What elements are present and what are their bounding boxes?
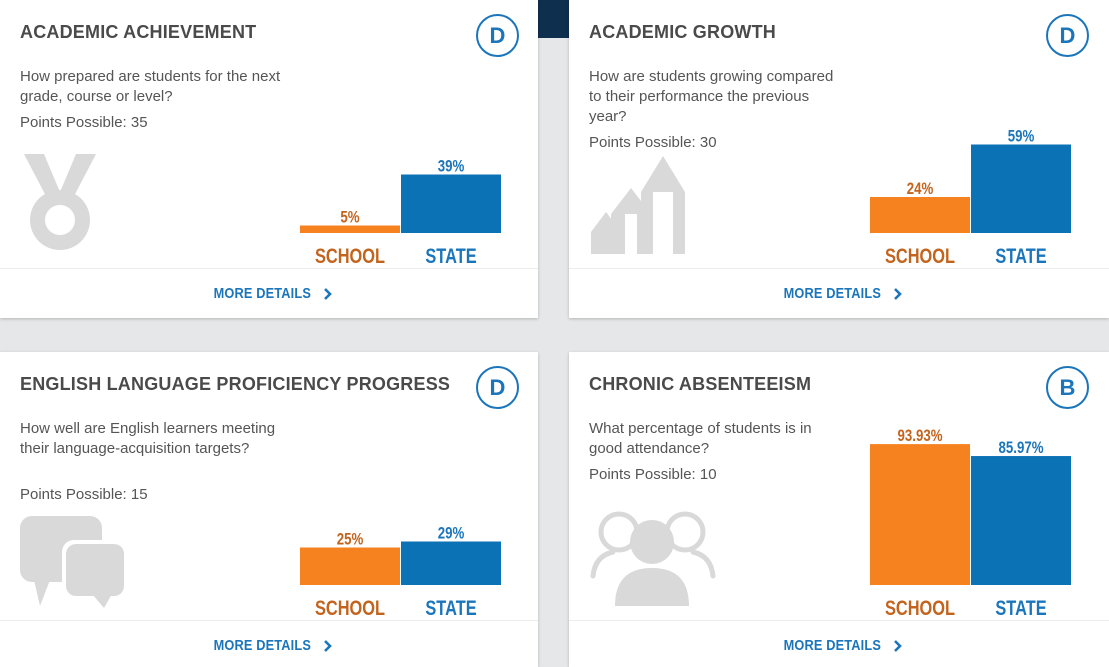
bar-chart-svg: 25% SCHOOL 29% STATE — [300, 524, 501, 619]
chevron-right-icon — [324, 287, 333, 300]
bar-chart: 24% SCHOOL 59% STATE — [870, 68, 1072, 270]
state-bar — [971, 456, 1071, 585]
bar-chart: 25% SCHOOL 29% STATE — [300, 420, 502, 622]
school-value-label: 25% — [337, 530, 364, 549]
grade-badge: D — [476, 366, 519, 409]
points-possible: Points Possible: 35 — [20, 114, 148, 131]
state-value-label: 39% — [438, 157, 465, 176]
chevron-right-icon — [894, 287, 903, 300]
medal-icon — [24, 154, 96, 250]
school-value-label: 24% — [907, 180, 934, 199]
card-question: What percentage of students is in good a… — [589, 420, 812, 457]
grade-badge: B — [1046, 366, 1089, 409]
more-details-label: MORE DETAILS — [783, 285, 881, 302]
school-value-label: 93.93% — [898, 427, 943, 446]
state-value-label: 29% — [438, 524, 465, 543]
state-category-label: STATE — [995, 596, 1046, 619]
chevron-right-icon — [894, 639, 903, 652]
bar-chart-svg: 24% SCHOOL 59% STATE — [870, 127, 1071, 267]
more-details-label: MORE DETAILS — [783, 637, 881, 654]
card-question: How prepared are students for the next g… — [20, 68, 281, 105]
points-possible: Points Possible: 30 — [589, 134, 717, 151]
card-academic-achievement: ACADEMIC ACHIEVEMENT D How prepared are … — [0, 0, 538, 318]
people-icon — [590, 511, 716, 606]
state-bar — [401, 541, 501, 585]
state-value-label: 59% — [1008, 127, 1035, 146]
school-value-label: 5% — [340, 208, 360, 227]
points-possible: Points Possible: 15 — [20, 486, 148, 503]
card-title: ENGLISH LANGUAGE PROFICIENCY PROGRESS — [20, 374, 451, 394]
card-title: ACADEMIC ACHIEVEMENT — [20, 22, 257, 42]
grade-badge: D — [476, 14, 519, 57]
bar-chart-svg: 5% SCHOOL 39% STATE — [300, 157, 501, 267]
state-category-label: STATE — [425, 596, 476, 619]
school-bar — [300, 547, 400, 585]
card-academic-growth: ACADEMIC GROWTH D How are students growi… — [569, 0, 1109, 318]
state-bar — [971, 144, 1071, 233]
state-bar — [401, 174, 501, 233]
bar-chart: 93.93% SCHOOL 85.97% STATE — [870, 420, 1072, 622]
school-category-label: SCHOOL — [885, 244, 955, 267]
school-category-label: SCHOOL — [885, 596, 955, 619]
header-accent-tab — [538, 0, 569, 38]
more-details-button[interactable]: MORE DETAILS — [569, 620, 1109, 667]
more-details-button[interactable]: MORE DETAILS — [569, 268, 1109, 318]
points-possible: Points Possible: 10 — [589, 466, 717, 483]
more-details-label: MORE DETAILS — [213, 637, 311, 654]
state-category-label: STATE — [425, 244, 476, 267]
card-question: How well are English learners meeting th… — [20, 420, 276, 457]
card-title: CHRONIC ABSENTEEISM — [589, 374, 812, 394]
state-value-label: 85.97% — [999, 439, 1044, 458]
school-category-label: SCHOOL — [315, 596, 385, 619]
card-chronic-absenteeism: CHRONIC ABSENTEEISM B What percentage of… — [569, 352, 1109, 667]
more-details-label: MORE DETAILS — [213, 285, 311, 302]
card-question: How are students growing compared to the… — [589, 68, 834, 125]
bar-chart: 5% SCHOOL 39% STATE — [300, 68, 502, 270]
chevron-right-icon — [324, 639, 333, 652]
speech-bubbles-icon — [20, 516, 126, 608]
card-title: ACADEMIC GROWTH — [589, 22, 776, 42]
bar-chart-svg: 93.93% SCHOOL 85.97% STATE — [870, 427, 1071, 619]
state-category-label: STATE — [995, 244, 1046, 267]
school-bar — [300, 225, 400, 233]
school-category-label: SCHOOL — [315, 244, 385, 267]
more-details-button[interactable]: MORE DETAILS — [0, 620, 538, 667]
grade-badge: D — [1046, 14, 1089, 57]
growth-arrows-icon — [591, 156, 685, 254]
more-details-button[interactable]: MORE DETAILS — [0, 268, 538, 318]
card-english-language-proficiency: ENGLISH LANGUAGE PROFICIENCY PROGRESS D … — [0, 352, 538, 667]
school-bar — [870, 197, 970, 233]
school-bar — [870, 444, 970, 585]
